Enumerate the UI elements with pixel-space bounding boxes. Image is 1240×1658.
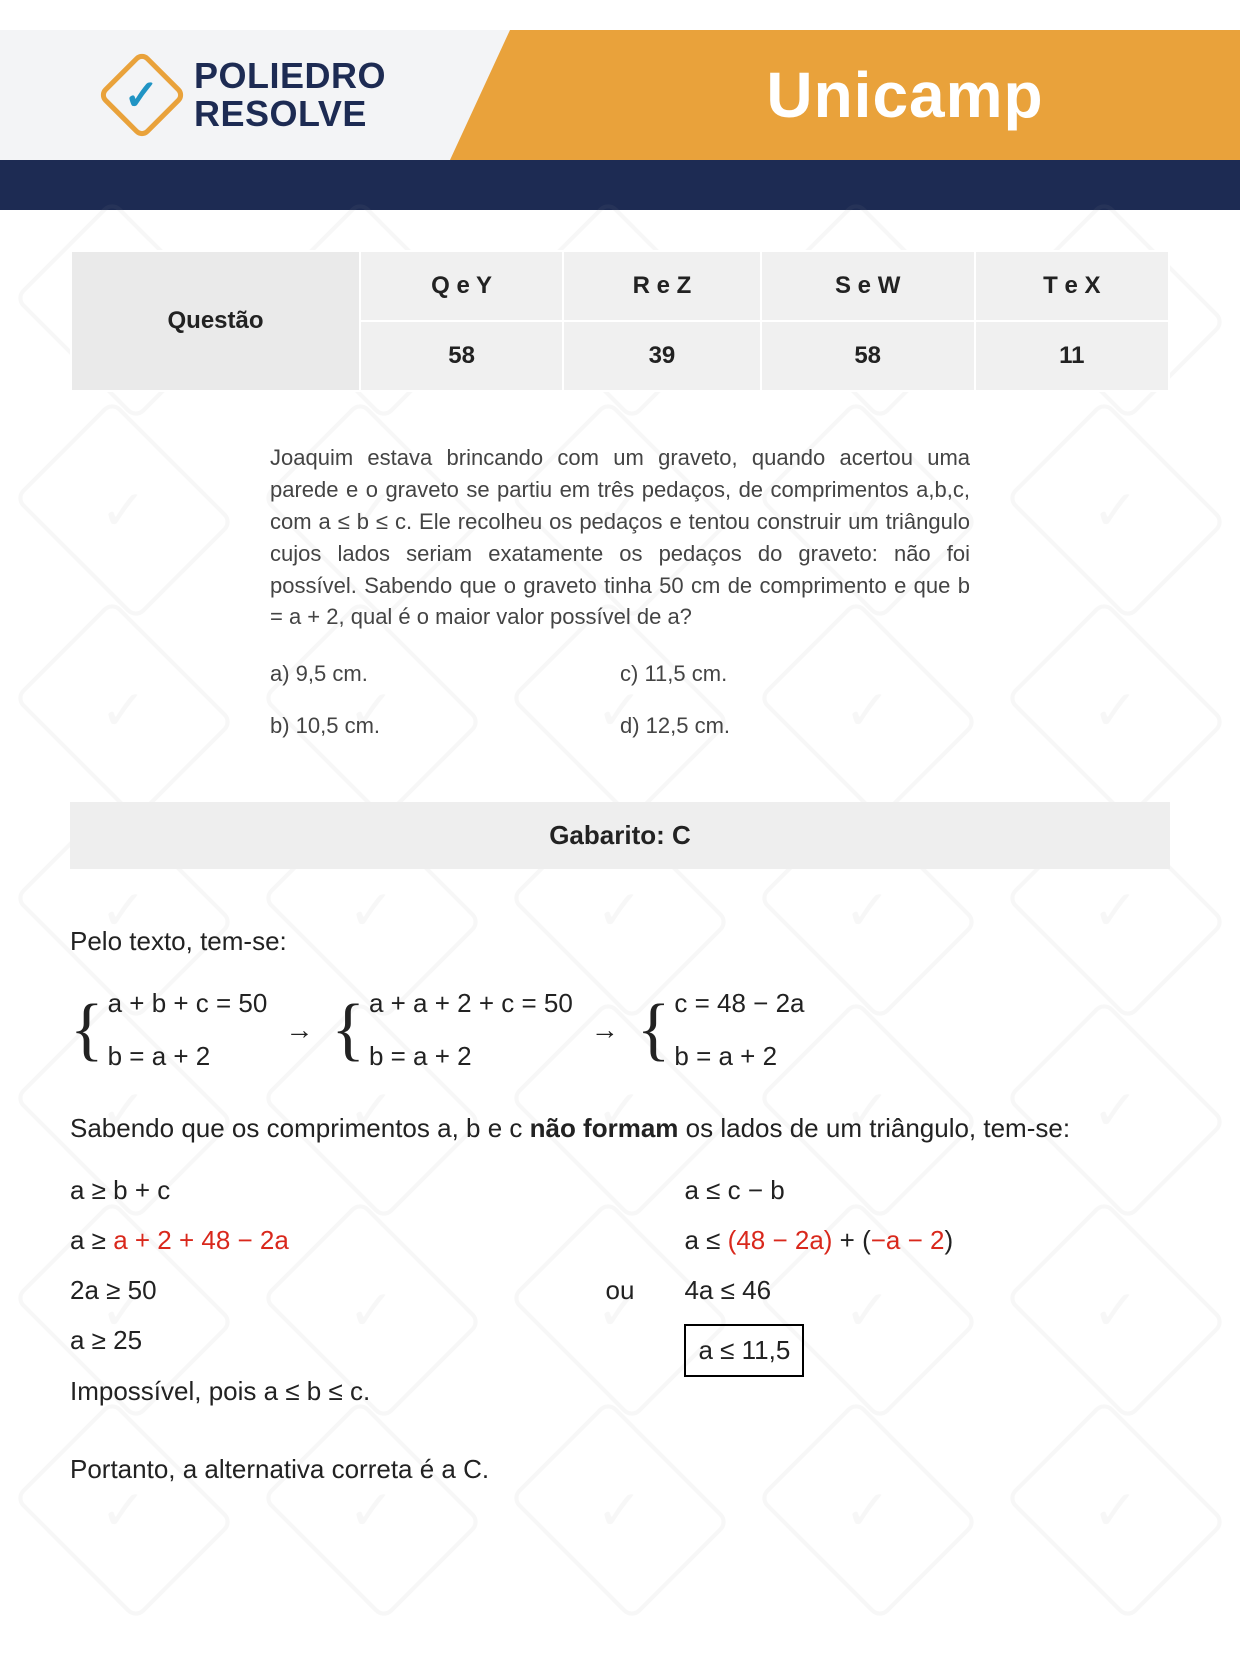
option-a: a) 9,5 cm. [270, 658, 620, 690]
eq-line: 2a ≥ 50 [70, 1268, 556, 1312]
boxed-result: a ≤ 11,5 [684, 1324, 804, 1376]
eq-line: b = a + 2 [108, 1034, 268, 1078]
header-exam-panel: Unicamp [450, 30, 1240, 160]
eq-line: a ≥ a + 2 + 48 − 2a [70, 1218, 556, 1262]
question-options: a) 9,5 cm. c) 11,5 cm. b) 10,5 cm. d) 12… [270, 658, 970, 742]
check-hexagon-icon: ✓ [97, 50, 188, 141]
table-col-header: T e X [975, 251, 1169, 321]
eq-line: a ≥ 25 [70, 1318, 556, 1362]
option-c: c) 11,5 cm. [620, 658, 970, 690]
text: + ( [832, 1225, 870, 1255]
eq-line-boxed: a ≤ 11,5 [684, 1318, 1170, 1376]
text-bold: não formam [530, 1113, 679, 1143]
brace-icon: { [331, 1009, 365, 1051]
solution-intro: Pelo texto, tem-se: [70, 919, 1170, 963]
eq-line: b = a + 2 [674, 1034, 804, 1078]
text: a ≥ [70, 1225, 113, 1255]
eq-line: Impossível, pois a ≤ b ≤ c. [70, 1369, 556, 1413]
eq-line: 4a ≤ 46 [684, 1268, 1170, 1312]
system-2: { a + a + 2 + c = 50 b = a + 2 [331, 981, 572, 1077]
equation-systems: { a + b + c = 50 b = a + 2 → { a + a + 2… [70, 981, 1170, 1077]
table-col-header: S e W [761, 251, 975, 321]
table-cell: 11 [975, 321, 1169, 391]
solution-final: Portanto, a alternativa correta é a C. [70, 1447, 1170, 1491]
eq-line: a ≥ b + c [70, 1168, 556, 1212]
exam-name: Unicamp [766, 58, 1043, 132]
solution-left-col: a ≥ b + c a ≥ a + 2 + 48 − 2a 2a ≥ 50 a … [70, 1162, 556, 1419]
text-red: (48 − 2a) [728, 1225, 833, 1255]
brace-icon: { [70, 1009, 104, 1051]
option-d: d) 12,5 cm. [620, 710, 970, 742]
brace-icon: { [637, 1009, 671, 1051]
brand-line2: RESOLVE [194, 95, 386, 133]
solution-mid: Sabendo que os comprimentos a, b e c não… [70, 1106, 1170, 1150]
solution-right-col: a ≤ c − b a ≤ (48 − 2a) + (−a − 2) 4a ≤ … [684, 1162, 1170, 1383]
system-1: { a + b + c = 50 b = a + 2 [70, 981, 267, 1077]
system-3: { c = 48 − 2a b = a + 2 [637, 981, 805, 1077]
eq-line: a + b + c = 50 [108, 981, 268, 1025]
question-prompt: Joaquim estava brincando com um graveto,… [270, 442, 970, 633]
arrow-icon: → [591, 1006, 619, 1054]
question-block: Joaquim estava brincando com um graveto,… [270, 442, 970, 742]
eq-line: a ≤ (48 − 2a) + (−a − 2) [684, 1218, 1170, 1262]
header-top-strip [0, 0, 1240, 30]
solution-columns: a ≥ b + c a ≥ a + 2 + 48 − 2a 2a ≥ 50 a … [70, 1162, 1170, 1419]
solution-block: Pelo texto, tem-se: { a + b + c = 50 b =… [70, 919, 1170, 1491]
eq-line: c = 48 − 2a [674, 981, 804, 1025]
table-col-header: Q e Y [360, 251, 563, 321]
eq-line: a + a + 2 + c = 50 [369, 981, 573, 1025]
brand-text: POLIEDRO RESOLVE [194, 57, 386, 133]
text: ) [944, 1225, 953, 1255]
text-red: a + 2 + 48 − 2a [113, 1225, 289, 1255]
eq-line: a ≤ c − b [684, 1168, 1170, 1212]
brand-line1: POLIEDRO [194, 57, 386, 95]
table-cell: 58 [761, 321, 975, 391]
eq-line: b = a + 2 [369, 1034, 573, 1078]
table-rowhead: Questão [71, 251, 360, 391]
table-cell: 58 [360, 321, 563, 391]
table-row: Questão Q e Y R e Z S e W T e X [71, 251, 1169, 321]
table-cell: 39 [563, 321, 761, 391]
text: a ≤ [684, 1225, 727, 1255]
text: Sabendo que os comprimentos a, b e c [70, 1113, 530, 1143]
table-col-header: R e Z [563, 251, 761, 321]
answer-bar: Gabarito: C [70, 802, 1170, 869]
question-table: Questão Q e Y R e Z S e W T e X 58 39 58… [70, 250, 1170, 392]
or-separator: ou [596, 1268, 645, 1312]
text-red: −a − 2 [871, 1225, 945, 1255]
option-b: b) 10,5 cm. [270, 710, 620, 742]
arrow-icon: → [285, 1006, 313, 1054]
page-header: ✓ POLIEDRO RESOLVE Unicamp [0, 0, 1240, 210]
text: os lados de um triângulo, tem-se: [678, 1113, 1070, 1143]
